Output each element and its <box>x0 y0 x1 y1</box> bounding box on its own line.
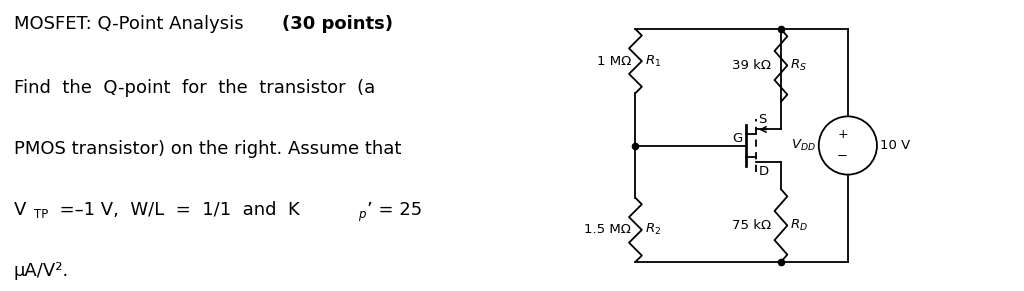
Text: D: D <box>759 165 769 178</box>
Text: Find  the  Q-point  for  the  transistor  (a: Find the Q-point for the transistor (a <box>13 79 375 97</box>
Text: G: G <box>732 132 742 145</box>
Text: ’ = 25: ’ = 25 <box>368 201 423 219</box>
Text: $V_{DD}$: $V_{DD}$ <box>791 138 816 153</box>
Text: S: S <box>759 113 767 126</box>
Text: $R_2$: $R_2$ <box>645 222 660 237</box>
Text: $R_S$: $R_S$ <box>790 58 807 73</box>
Text: V: V <box>13 201 26 219</box>
Text: μA/V².: μA/V². <box>13 262 69 280</box>
Text: 39 kΩ: 39 kΩ <box>732 59 771 72</box>
Text: +: + <box>838 128 848 141</box>
Text: $R_D$: $R_D$ <box>790 218 808 233</box>
Text: p: p <box>358 208 366 221</box>
Text: 75 kΩ: 75 kΩ <box>731 219 771 232</box>
Text: TP: TP <box>34 208 48 221</box>
Text: 1.5 MΩ: 1.5 MΩ <box>584 223 631 236</box>
Text: 10 V: 10 V <box>880 139 910 152</box>
Text: 1 MΩ: 1 MΩ <box>597 55 631 68</box>
Text: $R_1$: $R_1$ <box>645 54 660 69</box>
Text: MOSFET: Q-Point Analysis: MOSFET: Q-Point Analysis <box>13 15 249 33</box>
Text: =–1 V,  W/L  =  1/1  and  K: =–1 V, W/L = 1/1 and K <box>56 201 300 219</box>
Text: PMOS transistor) on the right. Assume that: PMOS transistor) on the right. Assume th… <box>13 140 400 158</box>
Text: (30 points): (30 points) <box>282 15 392 33</box>
Text: −: − <box>837 150 848 163</box>
